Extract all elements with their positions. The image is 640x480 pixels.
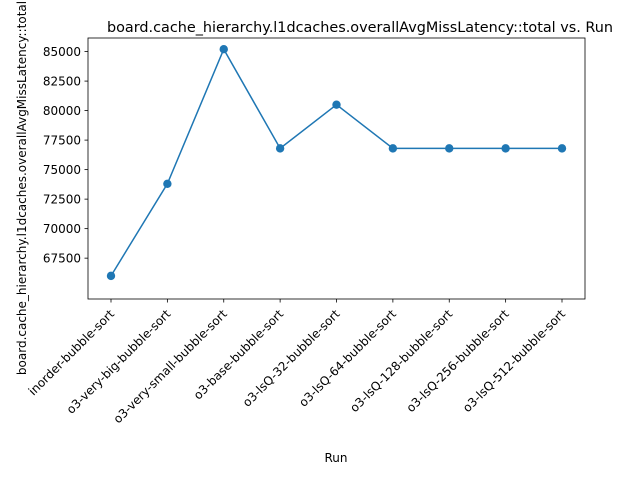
- x-tick-label: o3-lsQ-256-bubble-sort: [404, 307, 512, 415]
- y-tick-label: 67500: [43, 251, 81, 265]
- data-point: [332, 100, 341, 109]
- y-axis-ticks: 67500 70000 72500 75000 77500 80000 82500 85000: [43, 45, 88, 265]
- y-tick-label: 77500: [43, 133, 81, 147]
- x-axis-label: Run: [324, 451, 347, 465]
- y-tick-label: 82500: [43, 74, 81, 88]
- y-tick-label: 80000: [43, 104, 81, 118]
- chart-title: board.cache_hierarchy.l1dcaches.overallA…: [107, 20, 613, 36]
- y-tick-label: 72500: [43, 192, 81, 206]
- series-layer: [106, 45, 567, 281]
- series-line: [110, 47, 562, 277]
- y-axis-label: board.cache_hierarchy.l1dcaches.overallA…: [15, 1, 29, 375]
- data-point: [445, 144, 454, 153]
- x-tick-label: o3-very-big-bubble-sort: [64, 307, 174, 417]
- data-point: [219, 45, 228, 54]
- data-point: [557, 144, 567, 153]
- data-point: [106, 271, 116, 281]
- x-tick-label: o3-lsQ-512-bubble-sort: [460, 307, 568, 415]
- x-tick-label: o3-lsQ-64-bubble-sort: [296, 307, 399, 410]
- x-tick-label: o3-lsQ-32-bubble-sort: [240, 307, 343, 410]
- data-point: [275, 144, 285, 153]
- x-tick-label: o3-very-small-bubble-sort: [111, 307, 230, 426]
- x-tick-label: o3-lsQ-128-bubble-sort: [347, 307, 455, 415]
- x-axis-ticks: inorder-bubble-sorto3-very-big-bubble-so…: [26, 299, 568, 426]
- data-point: [501, 144, 510, 153]
- y-tick-label: 85000: [43, 45, 81, 59]
- plot-area-frame: [87, 37, 586, 300]
- data-point: [163, 179, 172, 188]
- data-point: [388, 144, 398, 153]
- y-tick-label: 70000: [43, 222, 81, 236]
- y-tick-label: 75000: [43, 163, 81, 177]
